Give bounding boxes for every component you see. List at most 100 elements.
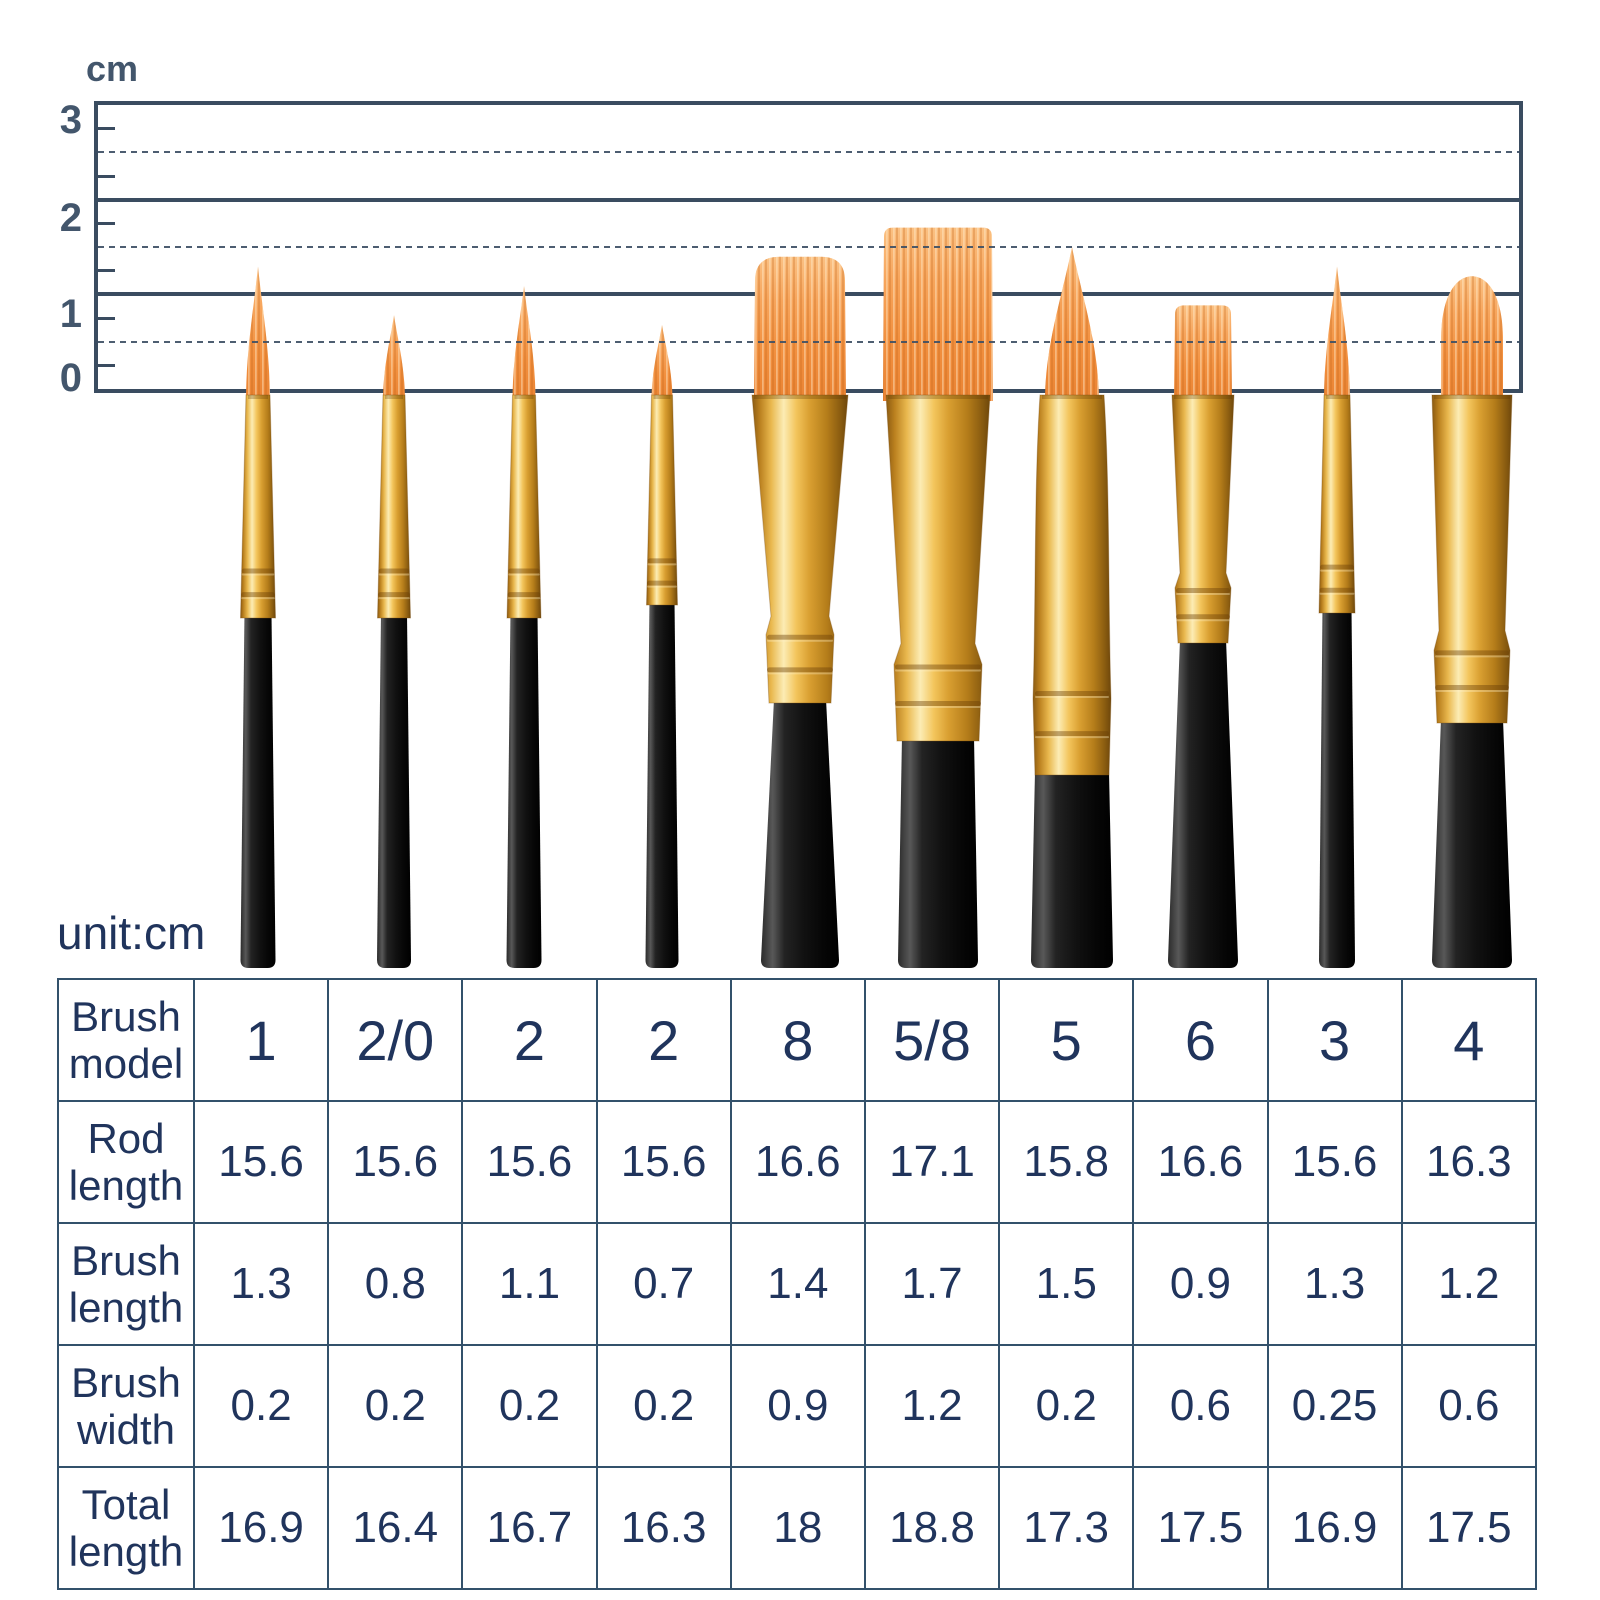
ruler-tick <box>98 316 115 320</box>
paintbrush-model-5 <box>1031 247 1113 968</box>
paintbrush-model-3 <box>1318 266 1356 968</box>
table-cell: 17.1 <box>863 1100 1001 1224</box>
paintbrush-model-2 <box>506 285 542 968</box>
bristles-texture <box>1045 247 1099 401</box>
axis-label-1: 1 <box>59 292 82 336</box>
table-cell: 1.1 <box>461 1222 598 1346</box>
ferrule-crimp <box>378 568 410 574</box>
bristles-texture <box>1324 266 1350 401</box>
table-cell: 15.6 <box>595 1100 732 1224</box>
ferrule-rim <box>754 395 846 399</box>
paintbrush-model-8 <box>751 256 849 968</box>
bristles-texture <box>383 315 405 401</box>
table-cell: 1.2 <box>1400 1222 1538 1346</box>
row-header: Brush model <box>57 978 195 1102</box>
bristles-texture <box>883 227 993 401</box>
ferrule-crimp <box>647 580 677 586</box>
ferrule <box>239 394 277 619</box>
table-cell: 5 <box>998 978 1135 1102</box>
ferrule <box>1318 394 1356 614</box>
table-cell: 0.2 <box>461 1344 598 1468</box>
table-cell: 1 <box>192 978 330 1102</box>
ferrule-crimp <box>241 568 275 574</box>
ferrule-crimp-highlight <box>1319 592 1355 595</box>
table-cell: 2/0 <box>327 978 464 1102</box>
ferrule-crimp <box>1176 614 1230 620</box>
bristles-texture <box>1174 305 1232 401</box>
axis-label-0: 0 <box>59 356 82 400</box>
table-cell: 16.6 <box>1132 1100 1269 1224</box>
table-row: Brush length 1.3 0.8 1.1 0.7 1.4 1.7 1.5 0.9 1.3 1… <box>57 1222 1538 1346</box>
handle <box>506 614 542 968</box>
handle <box>240 614 276 968</box>
table-cell: 0.7 <box>595 1222 732 1346</box>
paintbrush-model-1 <box>239 266 277 968</box>
handle <box>761 699 839 968</box>
table-cell: 16.4 <box>327 1466 464 1590</box>
table-cell: 16.9 <box>192 1466 330 1590</box>
table-cell: 3 <box>1266 978 1403 1102</box>
table-cell: 1.2 <box>863 1344 1001 1468</box>
table-cell: 16.3 <box>1400 1100 1538 1224</box>
ferrule-crimp <box>1435 650 1509 656</box>
table-cell: 1.3 <box>1266 1222 1403 1346</box>
ferrule <box>506 394 542 619</box>
ferrule-crimp-highlight <box>767 672 833 675</box>
table-row: Brush width 0.2 0.2 0.2 0.2 0.9 1.2 0.2 0.6 0.25 0… <box>57 1344 1538 1468</box>
ferrule-rim <box>514 395 534 399</box>
ferrule-crimp-highlight <box>1320 569 1354 572</box>
ferrule-crimp-highlight <box>241 597 275 600</box>
ferrule <box>885 394 991 742</box>
table-cell: 6 <box>1132 978 1269 1102</box>
table-cell: 4 <box>1400 978 1538 1102</box>
ferrule <box>1431 394 1513 724</box>
ruler-tick <box>98 363 115 367</box>
table-cell: 0.9 <box>729 1344 866 1468</box>
table-cell: 0.6 <box>1132 1344 1269 1468</box>
ferrule-rim <box>653 395 671 399</box>
ferrule-crimp <box>647 558 677 564</box>
table-row: Total length 16.9 16.4 16.7 16.3 18 18.8 17.3 17… <box>57 1466 1538 1590</box>
table-cell: 0.2 <box>595 1344 732 1468</box>
ferrule-crimp <box>767 667 833 673</box>
ferrule <box>1032 394 1112 776</box>
ferrule <box>1171 394 1235 644</box>
ferrule-crimp-highlight <box>1176 593 1230 595</box>
ferrule-crimp <box>1176 588 1230 593</box>
ruler-tick <box>98 269 115 273</box>
ferrule-crimp-highlight <box>1035 736 1109 739</box>
table-cell: 16.3 <box>595 1466 732 1590</box>
table-cell: 16.7 <box>461 1466 598 1590</box>
table-cell: 15.6 <box>1266 1100 1403 1224</box>
bristles-texture <box>651 324 673 401</box>
axis-label-3: 3 <box>59 98 82 142</box>
axis-label-2: 2 <box>59 196 82 240</box>
table-cell: 18.8 <box>863 1466 1001 1590</box>
ferrule-crimp <box>895 700 981 706</box>
ferrule-crimp <box>767 634 833 640</box>
table-cell: 1.5 <box>998 1222 1135 1346</box>
paintbrush-model-6 <box>1168 305 1238 968</box>
ferrule-crimp-highlight <box>241 573 275 576</box>
table-cell: 15.6 <box>192 1100 330 1224</box>
ferrule-crimp-highlight <box>508 573 540 576</box>
ferrule-crimp <box>1035 690 1109 696</box>
table-row: Brush model 1 2/0 2 2 8 5/8 5 6 3 4 <box>57 978 1538 1102</box>
paintbrush-model-2 <box>645 324 679 968</box>
ruler-tick <box>98 221 115 225</box>
table-cell: 5/8 <box>863 978 1001 1102</box>
ferrule-crimp-highlight <box>1176 619 1230 622</box>
bristles-texture <box>754 256 846 401</box>
table-cell: 2 <box>461 978 598 1102</box>
bristles-texture <box>246 266 270 401</box>
ferrule-crimp-highlight <box>507 597 541 600</box>
table-cell: 17.3 <box>998 1466 1135 1590</box>
ferrule-crimp <box>507 592 541 598</box>
ferrule <box>645 394 679 606</box>
ruler-solid-line <box>98 197 1519 202</box>
ruler-tick <box>98 127 115 131</box>
row-header: Brush length <box>57 1222 195 1346</box>
ferrule-rim <box>1326 395 1348 399</box>
table-cell: 15.6 <box>327 1100 464 1224</box>
